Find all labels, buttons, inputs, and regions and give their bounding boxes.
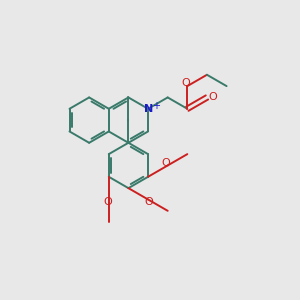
Text: O: O: [144, 197, 153, 207]
Text: +: +: [152, 101, 160, 111]
Text: O: O: [103, 197, 112, 207]
Text: O: O: [182, 78, 190, 88]
Text: N: N: [144, 104, 154, 114]
Text: O: O: [162, 158, 171, 168]
Text: O: O: [208, 92, 217, 102]
